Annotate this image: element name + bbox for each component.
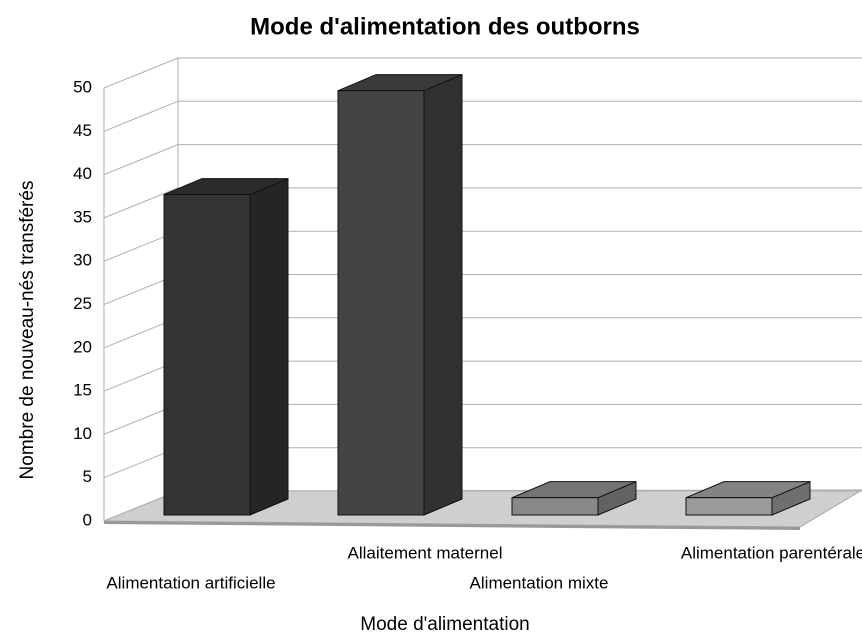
y-tick-label: 0	[83, 510, 92, 529]
grid-line	[103, 144, 179, 176]
grid-line	[103, 57, 179, 89]
bar	[685, 497, 773, 516]
y-tick-label: 30	[73, 251, 92, 270]
bar	[511, 497, 599, 516]
y-tick-label: 10	[73, 424, 92, 443]
bar-side	[423, 73, 463, 516]
x-tick-label: Allaitement maternel	[348, 543, 503, 562]
x-tick-label: Alimentation artificielle	[106, 573, 275, 592]
bar-side	[249, 177, 289, 516]
x-tick-label: Alimentation mixte	[470, 573, 609, 592]
y-tick-label: 35	[73, 207, 92, 226]
y-tick-label: 15	[73, 381, 92, 400]
bar	[163, 194, 251, 516]
y-tick-label: 50	[73, 77, 92, 96]
grid-line	[103, 100, 179, 132]
y-axis-title: Nombre de nouveau-nés transférés	[17, 181, 38, 480]
y-tick-label: 5	[83, 467, 92, 486]
chart-title: Mode d'alimentation des outborns	[250, 13, 640, 40]
y-tick-label: 40	[73, 164, 92, 183]
floor-edge	[104, 521, 800, 530]
y-tick-label: 25	[73, 294, 92, 313]
y-tick-label: 45	[73, 121, 92, 140]
grid-line	[103, 187, 179, 219]
bar	[337, 90, 425, 516]
y-tick-label: 20	[73, 337, 92, 356]
x-tick-label: Alimentation parentérale	[681, 543, 862, 562]
x-axis-title: Mode d'alimentation	[360, 614, 529, 635]
